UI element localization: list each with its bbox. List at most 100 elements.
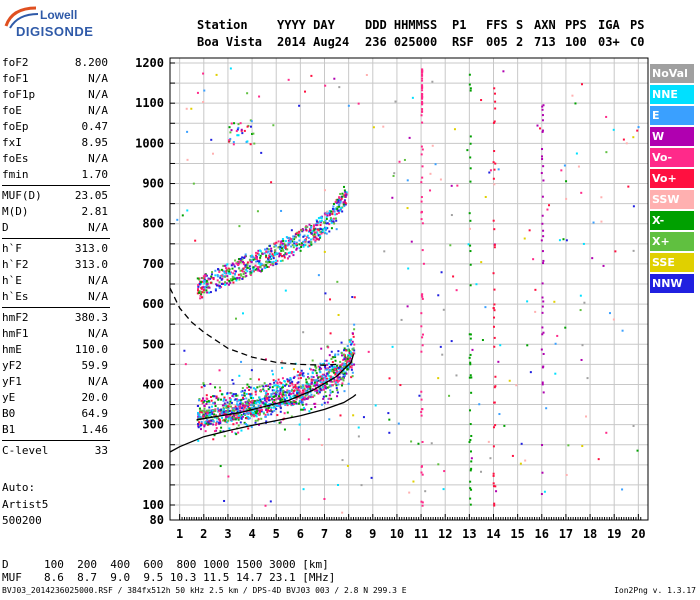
echo-point — [261, 401, 264, 404]
echo-point — [290, 252, 293, 255]
echo-point — [225, 411, 228, 414]
echo-point — [262, 412, 265, 415]
echo-point — [205, 422, 208, 425]
echo-point — [421, 103, 424, 106]
echo-point — [273, 406, 276, 409]
echo-point — [511, 454, 514, 457]
echo-point — [199, 415, 202, 418]
echo-point — [297, 402, 300, 405]
echo-point — [206, 419, 209, 422]
echo-point — [212, 423, 215, 426]
echo-point — [245, 397, 248, 400]
x-tick-label: 3 — [224, 527, 231, 541]
echo-point — [265, 398, 268, 401]
echo-point — [202, 72, 205, 75]
echo-point — [245, 274, 248, 277]
echo-point — [304, 238, 307, 241]
echo-point — [266, 396, 269, 399]
echo-point — [305, 390, 308, 393]
echo-point — [351, 348, 354, 351]
echo-point — [220, 268, 223, 271]
echo-point — [197, 413, 200, 416]
echo-point — [200, 420, 203, 423]
echo-point — [203, 424, 206, 427]
echo-point — [329, 389, 332, 392]
echo-point — [281, 238, 284, 241]
echo-point — [303, 408, 306, 411]
echo-point — [268, 254, 271, 257]
echo-point — [294, 394, 297, 397]
echo-point — [452, 275, 455, 278]
echo-point — [224, 283, 227, 286]
echo-point — [328, 394, 331, 397]
echo-point — [219, 275, 222, 278]
echo-point — [296, 374, 299, 377]
echo-point — [421, 408, 424, 411]
echo-point — [315, 384, 318, 387]
echo-point — [469, 409, 472, 412]
echo-point — [284, 289, 287, 292]
echo-point — [270, 413, 273, 416]
echo-point — [493, 183, 496, 186]
echo-point — [276, 382, 279, 385]
echo-point — [469, 263, 472, 266]
echo-point — [228, 427, 231, 430]
echo-point — [260, 417, 263, 420]
echo-point — [336, 379, 339, 382]
echo-point — [469, 244, 472, 247]
echo-point — [283, 399, 286, 402]
echo-point — [197, 291, 200, 294]
echo-point — [240, 269, 243, 272]
echo-point — [270, 393, 273, 396]
echo-point — [614, 250, 617, 253]
echo-point — [330, 380, 333, 383]
echo-point — [234, 418, 237, 421]
echo-point — [271, 253, 274, 256]
echo-point — [242, 404, 245, 407]
echo-point — [203, 280, 206, 283]
echo-point — [208, 420, 211, 423]
echo-point — [352, 335, 355, 338]
echo-point — [267, 406, 270, 409]
echo-point — [242, 267, 245, 270]
echo-point — [292, 402, 295, 405]
echo-point — [214, 274, 217, 277]
echo-point — [489, 169, 492, 172]
echo-point — [296, 392, 299, 395]
echo-point — [314, 406, 317, 409]
echo-point — [314, 365, 317, 368]
echo-point — [421, 440, 424, 443]
echo-point — [241, 394, 244, 397]
echo-point — [323, 384, 326, 387]
echo-point — [541, 444, 544, 447]
echo-point — [333, 365, 336, 368]
echo-point — [325, 368, 328, 371]
val-dddhhmmss: 236 025000 — [365, 35, 438, 49]
echo-point — [210, 405, 213, 408]
legend-entry: X- — [650, 211, 694, 230]
legend-entry: W — [650, 127, 694, 146]
echo-point — [343, 347, 346, 350]
echo-point — [286, 257, 289, 260]
echo-point — [226, 421, 229, 424]
y-tick-label: 100 — [142, 498, 164, 512]
echo-point — [388, 377, 391, 380]
echo-point — [265, 390, 268, 393]
param-name: D — [2, 221, 9, 234]
echo-point — [259, 254, 262, 257]
echo-point — [326, 227, 329, 230]
echo-point — [220, 286, 223, 289]
echo-point — [238, 374, 241, 377]
echo-point — [331, 213, 334, 216]
echo-point — [248, 258, 251, 261]
echo-point — [265, 420, 268, 423]
echo-point — [197, 424, 200, 427]
echo-point — [302, 245, 305, 248]
echo-point — [303, 243, 306, 246]
echo-point — [351, 354, 354, 357]
echo-point — [605, 115, 608, 118]
echo-point — [347, 104, 350, 107]
param-value: N/A — [88, 327, 108, 340]
echo-point — [325, 395, 328, 398]
hdr-iga: IGA — [598, 18, 620, 32]
